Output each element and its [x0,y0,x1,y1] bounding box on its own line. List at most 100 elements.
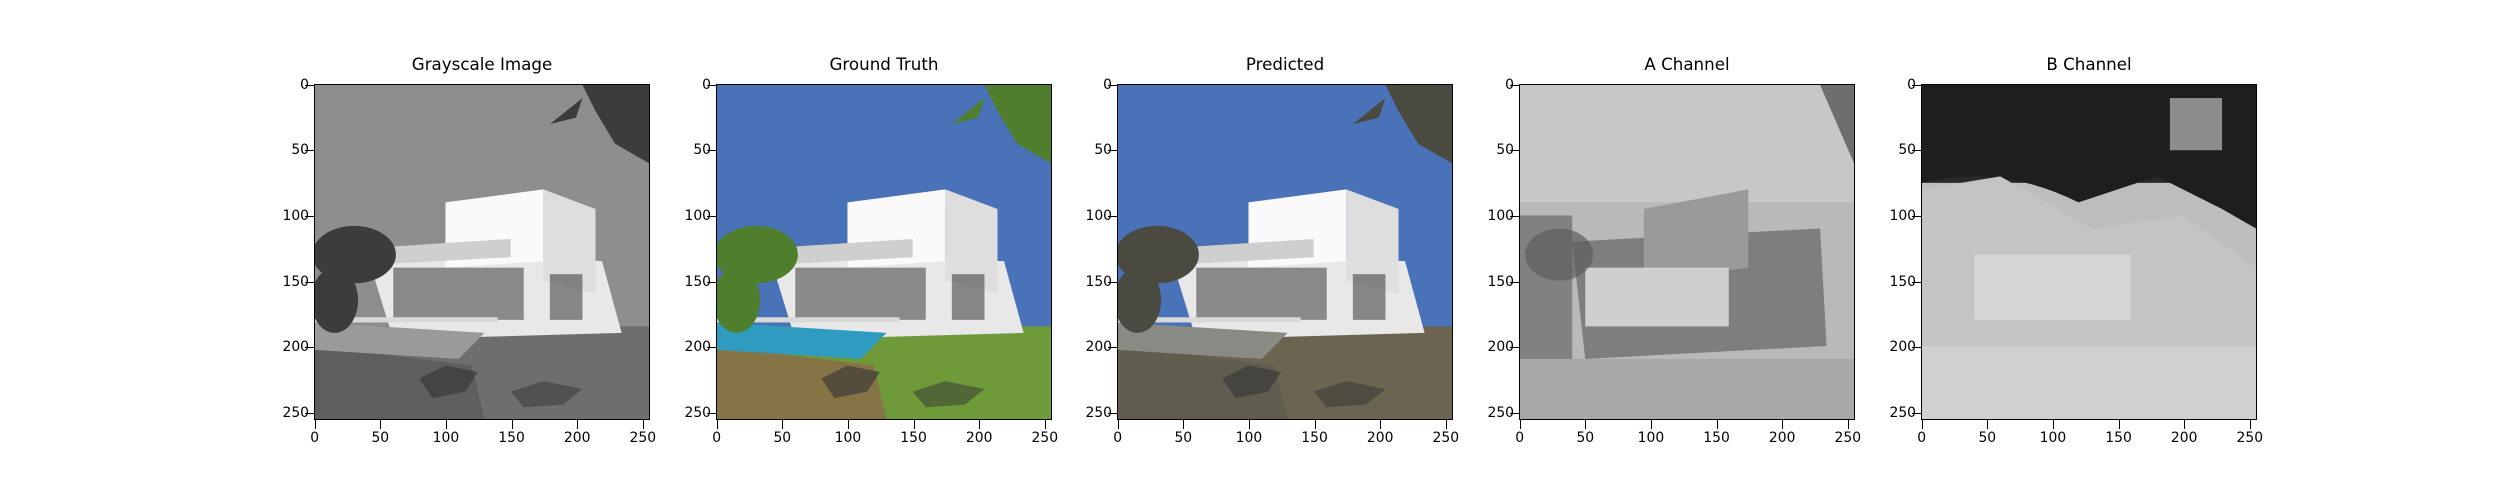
x-tick [2052,420,2054,429]
y-tick [305,150,314,152]
y-tick-label: 0 [300,76,309,93]
image-frame [716,84,1052,420]
y-tick-label: 150 [1085,273,1112,290]
x-tick-label: 150 [900,430,927,446]
image-content [717,85,1051,419]
y-tick [1108,412,1117,414]
y-tick [707,84,716,86]
panel-title: Predicted [1245,54,1325,74]
x-tick [1248,420,1250,429]
x-tick [445,420,447,429]
x-tick [577,420,579,429]
x-tick-label: 250 [1031,430,1059,446]
y-tick [305,84,314,86]
y-tick [1108,215,1117,217]
x-tick [1044,420,1046,429]
x-tick-label: 50 [1576,430,1595,446]
x-tick-label: 50 [371,430,390,446]
y-tick [305,215,314,217]
y-tick-label: 100 [684,207,711,224]
y-tick-label: 50 [693,142,711,159]
y-tick-label: 50 [1496,142,1514,159]
y-tick-label: 250 [1085,404,1112,421]
x-tick [716,420,718,429]
y-tick [305,412,314,414]
image-frame [1921,84,2257,420]
x-tick [1519,420,1521,429]
y-tick-label: 0 [1907,76,1916,93]
x-tick [782,420,784,429]
y-tick-label: 0 [1505,76,1514,93]
y-tick [707,412,716,414]
y-tick [1912,150,1921,152]
y-tick [1510,281,1519,283]
y-tick-label: 200 [684,339,711,356]
image-panel: Ground Truth 0 50 100 150 200 250 0 50 100 150 200… [652,54,1096,454]
y-tick [1912,84,1921,86]
y-tick-label: 250 [684,404,711,421]
x-tick [1782,420,1784,429]
panel-title: Grayscale Image [411,54,553,74]
x-tick [1585,420,1587,429]
image-panel: A Channel 0 50 100 150 200 250 0 50 100 150 200 250 [1455,54,1899,454]
x-tick-label: 200 [1768,430,1796,446]
image-panel: B Channel 0 50 100 150 200 250 0 50 100 150 200 250 [1857,54,2301,454]
x-tick [913,420,915,429]
x-tick [847,420,849,429]
image-panel: Grayscale Image 0 50 100 150 200 250 0 50 100 150… [250,54,694,454]
y-tick [707,215,716,217]
y-tick [1510,150,1519,152]
x-tick [314,420,316,429]
image-frame [1117,84,1453,420]
y-tick-label: 50 [291,142,309,159]
y-tick-label: 50 [1898,142,1916,159]
y-tick [707,347,716,349]
x-tick [642,420,644,429]
x-tick-label: 100 [1637,430,1665,446]
x-tick-label: 150 [1301,430,1328,446]
x-tick-label: 200 [2170,430,2198,446]
y-tick-label: 150 [282,273,309,290]
x-tick-label: 200 [563,430,591,446]
x-tick [2118,420,2120,429]
y-tick [707,150,716,152]
x-tick-label: 0 [1515,430,1525,446]
y-tick [707,281,716,283]
y-tick [305,347,314,349]
y-tick-label: 100 [1085,207,1112,224]
y-tick [1510,347,1519,349]
x-tick [1921,420,1923,429]
x-tick [1987,420,1989,429]
x-tick [1183,420,1185,429]
x-tick [1117,420,1119,429]
image-frame [1519,84,1855,420]
x-tick [1650,420,1652,429]
x-tick-label: 100 [2039,430,2067,446]
panel-title: A Channel [1644,54,1730,74]
y-tick-label: 250 [1487,404,1514,421]
x-tick [1716,420,1718,429]
y-tick-label: 100 [282,207,309,224]
y-tick [1108,347,1117,349]
y-tick-label: 200 [1487,339,1514,356]
x-tick-label: 250 [1834,430,1862,446]
y-tick-label: 150 [1889,273,1916,290]
y-tick-label: 100 [1487,207,1514,224]
x-tick-label: 250 [629,430,657,446]
y-tick [1108,84,1117,86]
x-tick-label: 150 [498,430,525,446]
image-panel: Predicted 0 50 100 150 200 250 0 50 100 150 200 250 [1053,54,1497,454]
y-tick [1510,412,1519,414]
image-content [1118,85,1452,419]
x-tick-label: 50 [773,430,792,446]
y-tick-label: 200 [1085,339,1112,356]
x-tick-label: 250 [1432,430,1460,446]
y-tick [1108,150,1117,152]
image-content [1520,85,1854,419]
y-tick-label: 200 [1889,339,1916,356]
x-tick-label: 50 [1174,430,1193,446]
x-tick-label: 0 [310,430,320,446]
x-tick [380,420,382,429]
y-tick-label: 0 [1103,76,1112,93]
y-tick-label: 150 [684,273,711,290]
